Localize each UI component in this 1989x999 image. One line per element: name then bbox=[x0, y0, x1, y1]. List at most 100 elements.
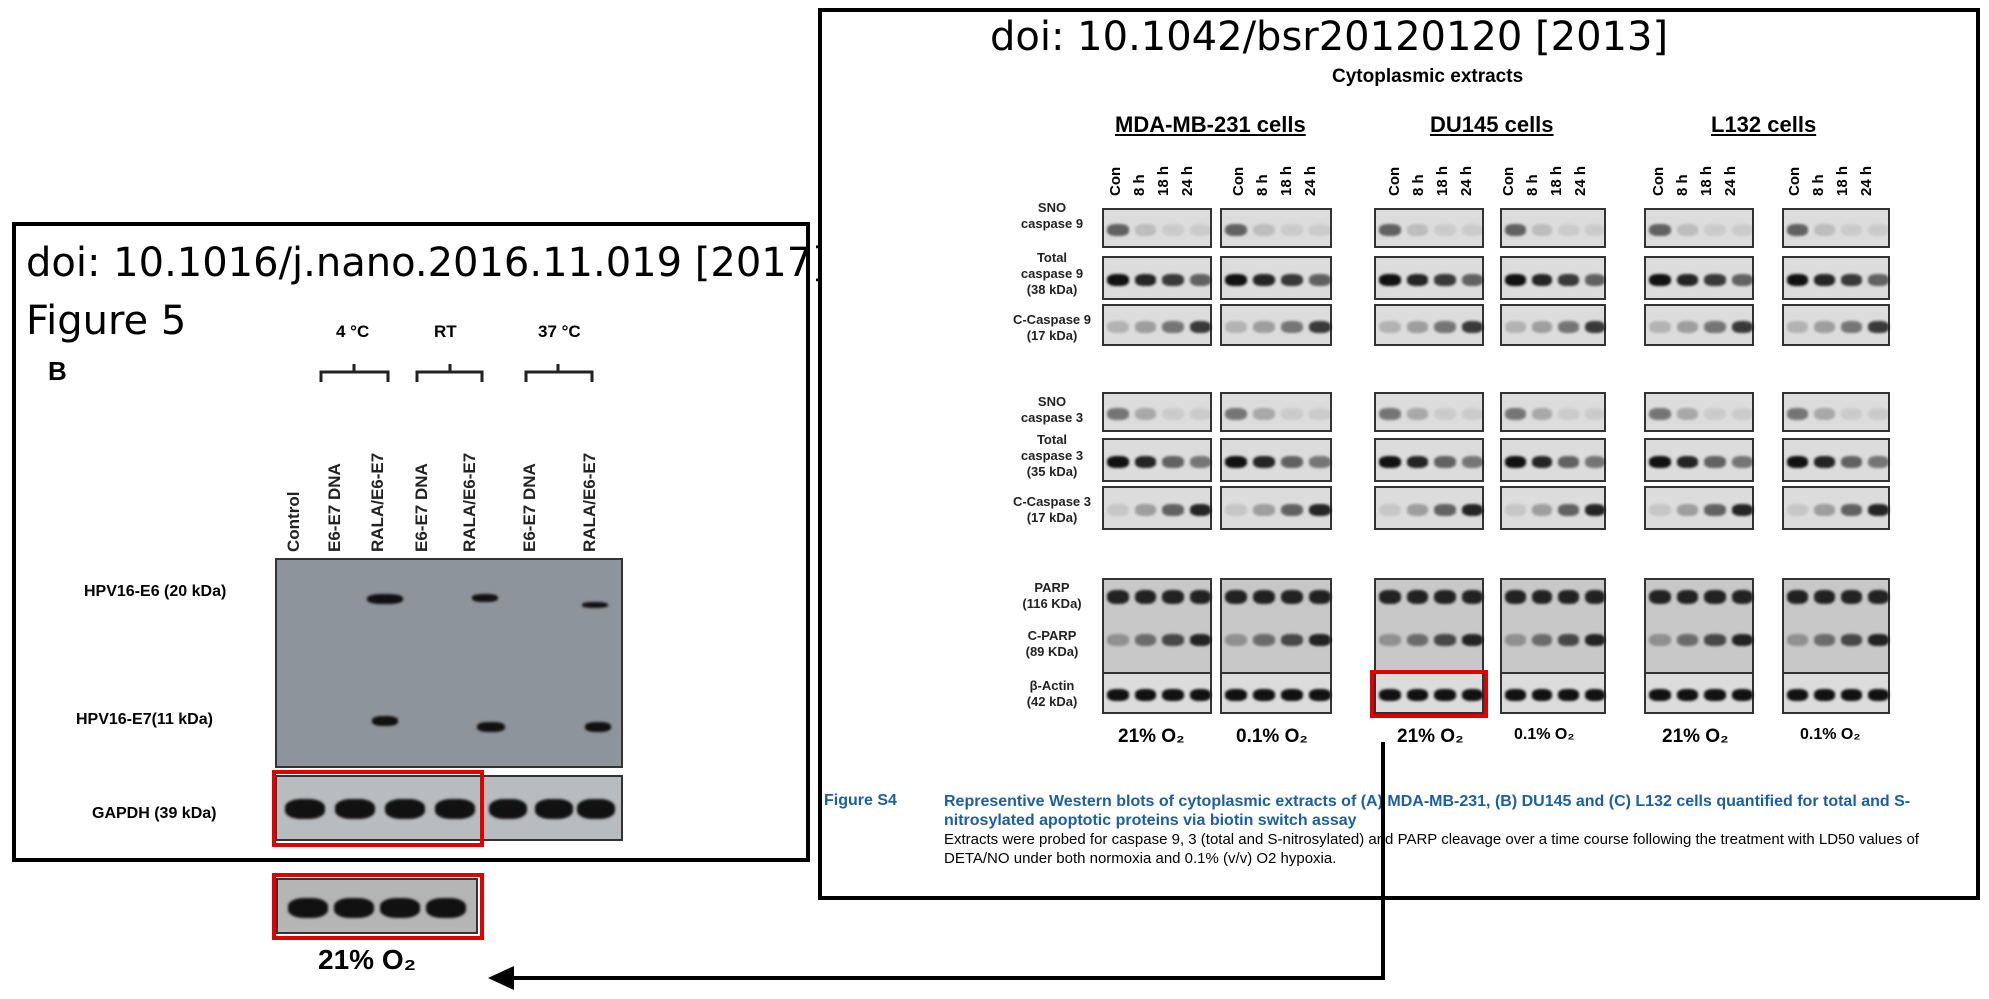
band bbox=[1162, 456, 1184, 468]
band bbox=[1814, 408, 1835, 420]
group-label-rt: RT bbox=[434, 322, 457, 341]
band bbox=[1704, 456, 1726, 468]
band bbox=[1584, 689, 1605, 701]
band bbox=[1379, 224, 1401, 236]
blot-strip bbox=[1220, 672, 1332, 714]
blot-strip bbox=[1500, 672, 1606, 714]
gapdh-highlight bbox=[272, 770, 484, 847]
row-label-total-casp3: Total caspase 3 (35 kDa) bbox=[1020, 432, 1084, 479]
band bbox=[1676, 456, 1698, 468]
hpv-blot bbox=[275, 558, 623, 768]
band bbox=[1134, 408, 1156, 420]
blot-strip bbox=[1374, 486, 1484, 530]
band bbox=[1162, 504, 1184, 516]
band bbox=[1107, 504, 1129, 516]
band bbox=[1704, 504, 1726, 516]
band bbox=[1309, 590, 1331, 604]
band bbox=[1134, 504, 1156, 516]
band bbox=[1704, 224, 1726, 236]
band bbox=[1649, 321, 1671, 333]
band bbox=[1558, 321, 1579, 333]
band bbox=[1134, 456, 1156, 468]
band bbox=[1309, 504, 1331, 516]
band bbox=[1841, 224, 1862, 236]
band bbox=[1584, 456, 1605, 468]
o2-label: 0.1% O₂ bbox=[1800, 726, 1861, 743]
band bbox=[1406, 504, 1428, 516]
band bbox=[1162, 590, 1184, 604]
band bbox=[1868, 504, 1889, 516]
band bbox=[1253, 321, 1275, 333]
band bbox=[1406, 590, 1428, 604]
band bbox=[1281, 224, 1303, 236]
band bbox=[285, 799, 325, 819]
band bbox=[585, 722, 611, 732]
band bbox=[1461, 456, 1483, 468]
band bbox=[1461, 634, 1483, 646]
band bbox=[1253, 689, 1275, 701]
band bbox=[1731, 321, 1753, 333]
row-label-parp: PARP (116 KDa) bbox=[1022, 580, 1082, 611]
band bbox=[1584, 504, 1605, 516]
band bbox=[1162, 274, 1184, 286]
band bbox=[1868, 274, 1889, 286]
band bbox=[477, 722, 505, 732]
band bbox=[1189, 321, 1211, 333]
band bbox=[1281, 590, 1303, 604]
band bbox=[335, 799, 375, 819]
blot-strip bbox=[1782, 304, 1890, 346]
band bbox=[1379, 408, 1401, 420]
band bbox=[1434, 274, 1456, 286]
band bbox=[1558, 504, 1579, 516]
blot-strip bbox=[1374, 392, 1484, 432]
band bbox=[1225, 456, 1247, 468]
band bbox=[1558, 456, 1579, 468]
o2-label: 0.1% O₂ bbox=[1514, 726, 1575, 743]
band bbox=[1505, 504, 1526, 516]
band bbox=[1253, 274, 1275, 286]
band bbox=[1505, 590, 1526, 604]
band bbox=[1841, 504, 1862, 516]
band bbox=[1505, 456, 1526, 468]
group-label-4c: 4 °C bbox=[336, 322, 370, 341]
band bbox=[1558, 689, 1579, 701]
band bbox=[577, 799, 615, 819]
cytoplasmic-heading: Cytoplasmic extracts bbox=[1332, 66, 1524, 87]
band bbox=[1558, 408, 1579, 420]
band bbox=[1107, 590, 1129, 604]
band bbox=[1787, 274, 1808, 286]
row-label-sno-casp3: SNO caspase 3 bbox=[1020, 394, 1084, 425]
band bbox=[1814, 224, 1835, 236]
blot-strip bbox=[1500, 392, 1606, 432]
band bbox=[1225, 590, 1247, 604]
band bbox=[1134, 274, 1156, 286]
band bbox=[1841, 274, 1862, 286]
band bbox=[1584, 274, 1605, 286]
band bbox=[1162, 634, 1184, 646]
band bbox=[1814, 274, 1835, 286]
row-label-c-casp9: C-Caspase 9 (17 kDa) bbox=[1012, 312, 1092, 343]
band bbox=[1281, 321, 1303, 333]
blot-strip bbox=[1374, 438, 1484, 482]
band bbox=[1461, 689, 1483, 701]
band bbox=[380, 898, 420, 918]
band bbox=[1787, 456, 1808, 468]
band bbox=[1309, 689, 1331, 701]
blot-strip bbox=[1782, 256, 1890, 300]
blot-strip bbox=[1102, 672, 1212, 714]
band bbox=[1406, 224, 1428, 236]
band bbox=[1841, 590, 1862, 604]
band bbox=[1505, 224, 1526, 236]
band bbox=[1531, 408, 1552, 420]
band bbox=[1841, 689, 1862, 701]
band bbox=[1531, 689, 1552, 701]
band bbox=[1379, 274, 1401, 286]
band bbox=[1434, 456, 1456, 468]
band bbox=[1868, 590, 1889, 604]
band bbox=[1189, 274, 1211, 286]
band bbox=[1434, 689, 1456, 701]
band bbox=[1379, 321, 1401, 333]
blot-strip bbox=[1102, 486, 1212, 530]
band bbox=[1281, 504, 1303, 516]
blot-strip bbox=[1500, 438, 1606, 482]
